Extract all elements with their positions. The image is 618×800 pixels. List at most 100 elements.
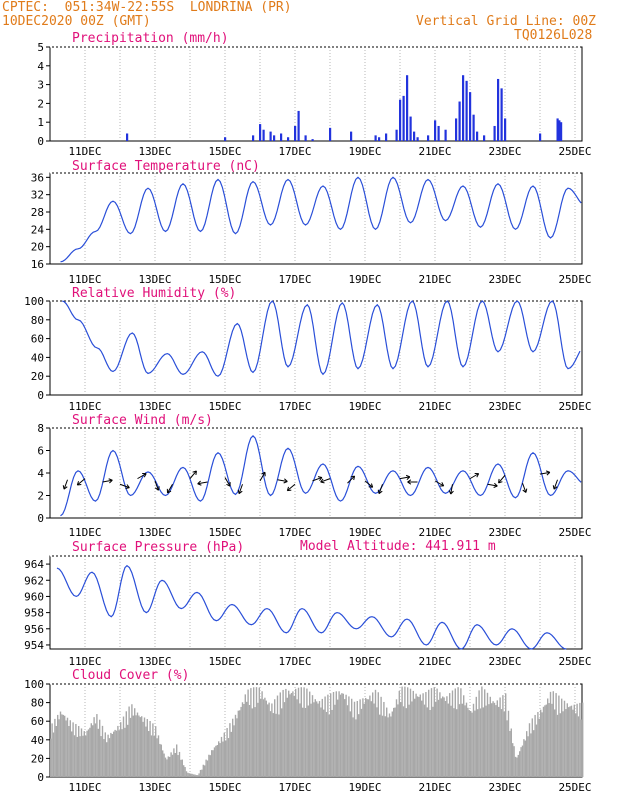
cloud-column [397, 704, 399, 777]
cloud-column [444, 701, 447, 777]
cloud-column [387, 717, 389, 777]
cloud-column [407, 687, 409, 777]
x-tick-label: 21DEC [418, 781, 451, 794]
cloud-column [458, 704, 461, 777]
cloud-column [276, 695, 279, 777]
cloud-column [215, 745, 217, 777]
wind-arrow-shaft [498, 474, 506, 484]
cloud-column [128, 706, 130, 777]
cloud-column [376, 707, 378, 777]
precip-bar [483, 135, 486, 141]
x-tick-label: 15DEC [208, 273, 241, 286]
cloud-column [433, 687, 435, 777]
cloud-column [251, 708, 253, 777]
y-tick-label: 60 [31, 333, 44, 346]
cloud-column [288, 690, 290, 777]
x-tick-label: 23DEC [488, 145, 521, 158]
cloud-column [309, 691, 311, 777]
cloud-column [323, 709, 325, 777]
cloud-column [484, 689, 486, 777]
cloud-column [188, 773, 190, 777]
cloud-column [488, 704, 490, 777]
y-tick-label: 0 [37, 389, 44, 402]
cloud-column [505, 693, 507, 777]
cloud-column [100, 736, 102, 777]
precip-bar [406, 75, 409, 141]
cloud-column [230, 731, 232, 777]
cloud-column [377, 692, 379, 777]
cloud-column [243, 703, 245, 777]
cloud-column [61, 714, 63, 777]
cloud-column [290, 692, 293, 777]
cloud-column [176, 744, 178, 777]
cloud-column [246, 701, 248, 777]
precip-bar [304, 135, 307, 141]
cloud-column [521, 745, 524, 777]
cloud-column [104, 732, 106, 777]
x-tick-label: 19DEC [348, 273, 381, 286]
series-line [62, 300, 581, 377]
cloud-column [218, 741, 220, 777]
cloud-column [110, 732, 112, 777]
precip-bar [287, 137, 290, 141]
panel-title: Relative Humidity (%) [72, 286, 236, 301]
cloud-column [80, 728, 83, 777]
x-tick-label: 11DEC [68, 273, 101, 286]
cloud-column [76, 736, 78, 777]
wind-arrow [364, 480, 374, 488]
cloud-column [303, 687, 305, 777]
cloud-column [157, 735, 160, 777]
panel-5: Surface Pressure (hPa) 954 956 958 960 962 964… [24, 540, 591, 668]
wind-arrow [434, 480, 445, 487]
cloud-column [86, 730, 88, 777]
cloud-column [479, 708, 482, 777]
cloud-column [148, 731, 150, 777]
header-station-code: TQ0126L028 [514, 28, 593, 43]
precip-bar [297, 110, 300, 141]
cloud-column [68, 725, 70, 777]
cloud-column [464, 705, 466, 777]
cloud-column [489, 696, 491, 777]
cloud-column [171, 754, 174, 777]
y-tick-label: 40 [31, 351, 44, 364]
wind-arrow-shaft [287, 483, 296, 492]
header-grid-note: Vertical Grid Line: 00Z [416, 14, 597, 29]
wind-arrow-head [474, 472, 480, 478]
wind-arrow [539, 470, 551, 476]
cloud-column [295, 688, 297, 777]
cloud-column [384, 716, 386, 777]
y-tick-label: 80 [31, 314, 44, 327]
x-tick-label: 13DEC [138, 526, 171, 539]
wind-arrow-shaft [77, 478, 86, 486]
cloud-column [425, 692, 427, 777]
cloud-column [418, 696, 420, 777]
cloud-column [62, 714, 64, 777]
cloud-column [300, 687, 302, 777]
precip-bar [497, 78, 500, 141]
cloud-column [135, 715, 137, 777]
precip-bar [416, 137, 419, 141]
cloud-column [127, 724, 129, 777]
cloud-column [334, 704, 336, 777]
cloud-column [265, 700, 267, 777]
cloud-column [194, 774, 196, 777]
panel-title: Surface Wind (m/s) [72, 413, 213, 428]
cloud-column [534, 714, 536, 777]
cloud-column [491, 703, 493, 777]
cloud-column [293, 695, 295, 777]
cloud-column [486, 692, 489, 777]
cloud-column [402, 706, 405, 777]
cloud-column [321, 698, 323, 777]
cloud-column [356, 700, 358, 777]
cloud-column [97, 728, 99, 777]
cloud-column [125, 711, 127, 777]
cloud-column [428, 689, 430, 777]
cloud-column [412, 690, 414, 777]
precip-bar [560, 122, 563, 141]
cloud-column [440, 698, 442, 777]
cloud-column [72, 722, 74, 777]
cloud-column [75, 723, 77, 777]
y-tick-label: 956 [24, 623, 44, 636]
cloud-column [540, 709, 542, 777]
cloud-column [64, 715, 66, 777]
